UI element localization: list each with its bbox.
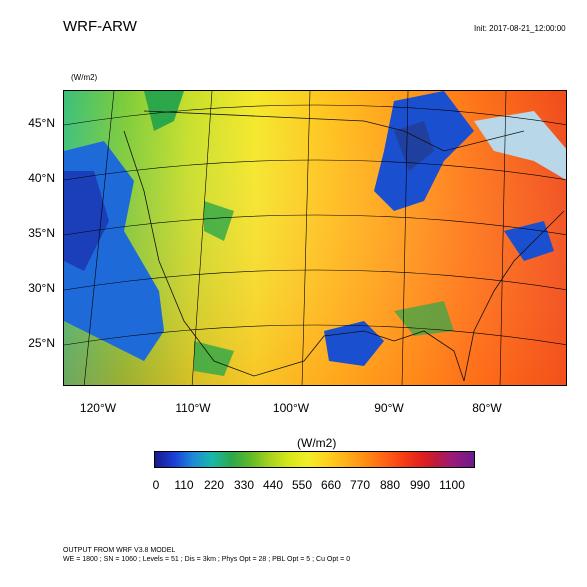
lat-label-45n: 45°N xyxy=(28,116,55,130)
units-label: (W/m2) xyxy=(71,73,98,82)
colorbar-tick: 550 xyxy=(291,478,313,492)
colorbar-tick: 110 xyxy=(174,478,194,492)
colorbar xyxy=(154,451,475,468)
lat-label-40n: 40°N xyxy=(28,171,55,185)
colorbar-tick: 770 xyxy=(349,478,371,492)
lat-label-30n: 30°N xyxy=(28,281,55,295)
colorbar-tick: 0 xyxy=(152,478,160,492)
footer-model-line: OUTPUT FROM WRF V3.8 MODEL xyxy=(63,547,176,554)
colorbar-tick: 660 xyxy=(320,478,342,492)
colorbar-units: (W/m2) xyxy=(297,436,337,450)
map-canvas xyxy=(64,91,566,385)
colorbar-tick: 330 xyxy=(233,478,255,492)
footer-config-line: WE = 1800 ; SN = 1060 ; Levels = 51 ; Di… xyxy=(63,556,351,563)
colorbar-tick: 880 xyxy=(379,478,401,492)
lat-label-35n: 35°N xyxy=(28,226,55,240)
plot-title: WRF-ARW xyxy=(63,18,137,35)
lon-label-110w: 110°W xyxy=(175,401,211,415)
colorbar-tick: 1100 xyxy=(439,478,465,492)
lon-label-90w: 90°W xyxy=(374,401,404,415)
lat-label-25n: 25°N xyxy=(28,336,55,350)
lon-label-100w: 100°W xyxy=(272,401,310,415)
lon-label-80w: 80°W xyxy=(472,401,502,415)
colorbar-tick: 440 xyxy=(262,478,284,492)
radiation-map xyxy=(63,90,567,386)
colorbar-tick: 220 xyxy=(203,478,225,492)
lon-label-120w: 120°W xyxy=(79,401,117,415)
init-time: Init: 2017-08-21_12:00:00 xyxy=(474,24,566,33)
colorbar-tick: 990 xyxy=(409,478,431,492)
